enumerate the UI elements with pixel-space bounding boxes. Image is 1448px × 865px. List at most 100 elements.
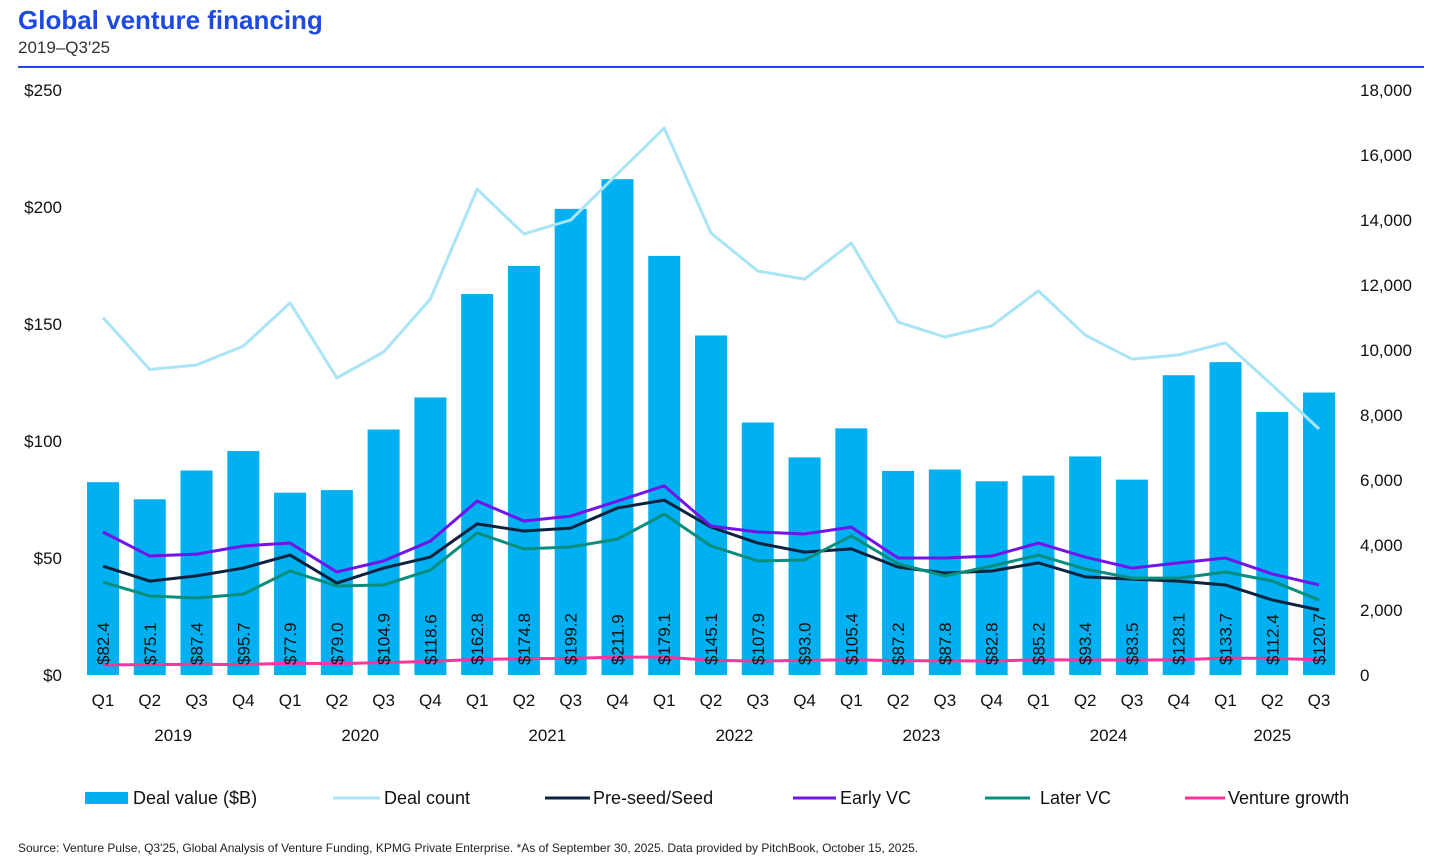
- legend-label: Early VC: [840, 788, 911, 808]
- right-tick-label: 6,000: [1360, 471, 1403, 490]
- legend-label: Deal value ($B): [133, 788, 257, 808]
- bar-value-label: $199.2: [562, 613, 581, 665]
- bar-value-label: $174.8: [515, 613, 534, 665]
- bar-value-label: $87.4: [188, 622, 207, 665]
- quarter-label: Q4: [606, 691, 629, 710]
- left-tick-label: $50: [34, 549, 62, 568]
- quarter-label: Q4: [793, 691, 816, 710]
- bar-value-label: $211.9: [608, 614, 627, 665]
- bar-value-label: $93.4: [1076, 622, 1095, 665]
- bar-deal-value: [414, 397, 447, 675]
- title-divider: [18, 66, 1424, 68]
- bar-value-label: $133.7: [1216, 613, 1235, 665]
- quarter-label: Q2: [1074, 691, 1097, 710]
- source-note: Source: Venture Pulse, Q3'25, Global Ana…: [18, 841, 919, 855]
- left-tick-label: $0: [43, 666, 62, 685]
- legend-label: Later VC: [1040, 788, 1111, 808]
- legend-label: Venture growth: [1228, 788, 1349, 808]
- quarter-label: Q2: [1261, 691, 1284, 710]
- left-tick-label: $150: [24, 315, 62, 334]
- bar-deal-value: [648, 255, 681, 675]
- bar-deal-value: [507, 265, 540, 675]
- year-label: 2025: [1253, 726, 1291, 745]
- bar-deal-value: [1303, 392, 1336, 675]
- chart-subtitle: 2019–Q3'25: [18, 38, 111, 57]
- bar-value-label: $82.4: [94, 622, 113, 665]
- line-venture-growth: [102, 655, 1320, 667]
- bar-deal-value: [87, 482, 119, 675]
- quarter-label: Q4: [1167, 691, 1190, 710]
- bar-value-label: $75.1: [141, 622, 160, 665]
- right-tick-label: 12,000: [1360, 276, 1412, 295]
- year-label: 2023: [903, 726, 941, 745]
- bar-value-label: $87.8: [936, 622, 955, 665]
- bar-deal-value: [1022, 475, 1055, 675]
- quarter-label: Q3: [372, 691, 395, 710]
- bar-value-label: $87.2: [889, 622, 908, 665]
- bar-value-label: $83.5: [1123, 622, 1142, 665]
- bar-value-label: $95.7: [234, 622, 253, 665]
- bar-deal-value: [367, 429, 400, 675]
- quarter-label: Q2: [326, 691, 349, 710]
- bar-deal-value: [1162, 375, 1195, 675]
- bar-value-label: $145.1: [702, 613, 721, 665]
- year-label: 2021: [528, 726, 566, 745]
- bar-deal-value: [554, 208, 587, 675]
- quarter-label: Q4: [419, 691, 442, 710]
- quarter-label: Q1: [1027, 691, 1050, 710]
- right-tick-label: 4,000: [1360, 536, 1403, 555]
- quarter-label: Q4: [980, 691, 1003, 710]
- line-early-vc: [102, 484, 1320, 587]
- bar-deal-value: [227, 451, 260, 675]
- bar-deal-value: [601, 179, 634, 676]
- bar-deal-value: [741, 422, 774, 675]
- left-tick-label: $200: [24, 198, 62, 217]
- bar-value-label: $79.0: [328, 622, 347, 665]
- quarter-label: Q1: [653, 691, 676, 710]
- year-label: 2019: [154, 726, 192, 745]
- bar-deal-value: [695, 335, 728, 675]
- bar-value-label: $120.7: [1310, 613, 1329, 665]
- bar-value-label: $107.9: [749, 613, 768, 665]
- quarter-label: Q2: [513, 691, 536, 710]
- bar-deal-value: [461, 294, 494, 675]
- right-tick-label: 16,000: [1360, 146, 1412, 165]
- quarter-label: Q1: [279, 691, 302, 710]
- quarter-label: Q1: [466, 691, 489, 710]
- year-label: 2022: [715, 726, 753, 745]
- bar-value-label: $105.4: [842, 613, 861, 665]
- quarter-label: Q3: [934, 691, 957, 710]
- bar-deal-value: [1256, 411, 1289, 675]
- bar-value-label: $128.1: [1170, 613, 1189, 665]
- right-tick-label: 8,000: [1360, 406, 1403, 425]
- quarter-label: Q3: [1308, 691, 1331, 710]
- quarter-label: Q2: [700, 691, 723, 710]
- bar-value-label: $112.4: [1263, 614, 1282, 665]
- bar-value-label: $85.2: [1029, 622, 1048, 665]
- bar-value-label: $82.8: [983, 622, 1002, 665]
- year-label: 2020: [341, 726, 379, 745]
- legend-label: Deal count: [384, 788, 470, 808]
- right-tick-label: 0: [1360, 666, 1369, 685]
- bar-deal-value: [975, 481, 1008, 675]
- legend-swatch-bar: [85, 792, 128, 804]
- quarter-label: Q1: [92, 691, 115, 710]
- quarter-label: Q3: [559, 691, 582, 710]
- bar-value-label: $179.1: [655, 613, 674, 665]
- right-tick-label: 2,000: [1360, 601, 1403, 620]
- quarter-label: Q3: [746, 691, 769, 710]
- bar-deal-value: [274, 492, 307, 675]
- quarter-label: Q3: [185, 691, 208, 710]
- bar-value-label: $104.9: [375, 613, 394, 665]
- bar-value-label: $162.8: [468, 613, 487, 665]
- quarter-label: Q3: [1121, 691, 1144, 710]
- quarter-label: Q2: [887, 691, 910, 710]
- legend-label: Pre-seed/Seed: [593, 788, 713, 808]
- bar-value-label: $93.0: [796, 622, 815, 665]
- line-later-vc: [102, 512, 1320, 602]
- bar-deal-value: [882, 470, 915, 675]
- quarter-label: Q1: [840, 691, 863, 710]
- bar-deal-value: [1209, 362, 1242, 675]
- right-tick-label: 10,000: [1360, 341, 1412, 360]
